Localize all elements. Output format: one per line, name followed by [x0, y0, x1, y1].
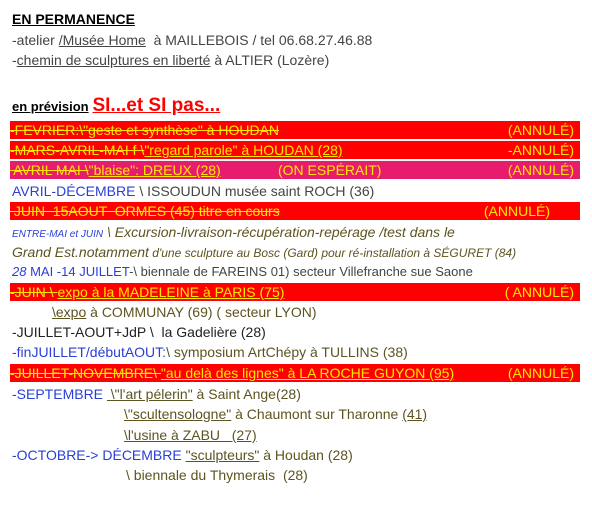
- text: -JUIN \: [10, 284, 58, 300]
- text: \"scultensologne": [124, 406, 232, 422]
- label: en prévision: [12, 99, 89, 114]
- line: Grand Est.notamment d'une sculpture au B…: [12, 243, 516, 262]
- text: à MAILLEBOIS / tel 06.68.27.46.88: [145, 32, 373, 48]
- text: d'une sculpture au Bosc (Gard) pour ré-i…: [148, 246, 517, 260]
- cancelled-row: -FEVRIER:\"geste et synthèse" à HOUDAN (A…: [10, 121, 580, 139]
- text: \ biennale du Thymerais (28): [126, 467, 308, 483]
- line: \"scultensologne" à Chaumont sur Tharonn…: [124, 405, 427, 423]
- text: -FEVRIER:\"geste et synthèse" à HOUDAN: [10, 122, 280, 138]
- line: \l'usine à ZABU (27): [124, 426, 257, 444]
- cancelled-row: -MARS-AVRIL-MAI f \"regard parole" à HOU…: [10, 141, 580, 159]
- text: expo à la MADELEINE à PARIS (75): [57, 284, 285, 300]
- cancelled-row: JUIN 15AOUT ORMES (45) titre en cours (AN…: [10, 202, 580, 220]
- text: -\ biennale de FAREINS 01) secteur Ville…: [129, 264, 473, 279]
- text: (41): [402, 406, 428, 422]
- section-title: EN PERMANENCE: [12, 10, 135, 28]
- line: -JUILLET-AOUT+JdP \ la Gadelière (28): [12, 323, 266, 341]
- text: à Chaumont sur Tharonne: [231, 406, 403, 422]
- text: -OCTOBRE-> DÉCEMBRE: [12, 447, 186, 463]
- text: -MARS-AVRIL-MAI f \: [10, 142, 145, 158]
- text: "au delà des lignes" à LA ROCHE GUYON (9…: [160, 365, 455, 381]
- text: -SEPTEMBRE: [12, 386, 107, 402]
- cancelled-row: -JUIN \ expo à la MADELEINE à PARIS (75)…: [10, 283, 580, 301]
- text: à COMMUNAY (69) ( secteur LYON): [86, 304, 317, 320]
- text: à Saint Ange(28): [192, 386, 301, 402]
- text: MAI -14 JUILLET: [26, 264, 130, 279]
- status: (ANNULÉ): [507, 365, 574, 381]
- text: \l'usine à ZABU (27): [124, 427, 257, 443]
- line: \ biennale du Thymerais (28): [126, 466, 308, 484]
- status: -ANNULÉ): [507, 142, 574, 158]
- text: \ ISSOUDUN musée saint ROCH (36): [135, 183, 375, 199]
- headline: SI...et SI pas...: [92, 95, 221, 116]
- line: AVRIL-DÉCEMBRE \ ISSOUDUN musée saint RO…: [12, 182, 374, 200]
- text: à Houdan (28): [259, 447, 353, 463]
- status: (ANNULÉ): [507, 162, 574, 178]
- text: à ALTIER (Lozère): [210, 52, 330, 68]
- text: -JUILLET-AOUT+JdP \ la Gadelière (28): [12, 324, 266, 340]
- title: EN PERMANENCE: [12, 11, 135, 27]
- text: (ON ESPÉRAIT): [278, 162, 382, 178]
- text: JUIN 15AOUT ORMES (45) titre en cours: [10, 203, 280, 219]
- text: 28: [12, 264, 27, 279]
- text: -finJUILLET/débutAOUT:: [12, 344, 167, 360]
- section-title: en prévision SI...et SI pas...: [12, 95, 220, 118]
- cancelled-row: -JUILLET-NOVEMBRE\ "au delà des lignes" …: [10, 364, 580, 382]
- line: -SEPTEMBRE \"l'art pélerin" à Saint Ange…: [12, 385, 301, 403]
- text: Grand Est.notamment: [12, 244, 149, 260]
- text: "regard parole" à HOUDAN (28): [144, 142, 343, 158]
- text: "sculpteurs": [185, 447, 260, 463]
- text: -JUILLET-NOVEMBRE\: [10, 365, 161, 381]
- text: -atelier: [12, 32, 59, 48]
- line: 28 MAI -14 JUILLET-\ biennale de FAREINS…: [12, 263, 473, 281]
- line: -OCTOBRE-> DÉCEMBRE "sculpteurs" à Houda…: [12, 446, 353, 464]
- text: \ symposium ArtChépy à TULLINS (38): [166, 344, 408, 360]
- line: -atelier /Musée Home à MAILLEBOIS / tel …: [12, 31, 372, 49]
- text: \"l'art pélerin": [106, 386, 193, 402]
- text: \expo: [52, 304, 87, 320]
- text: chemin de sculptures en liberté: [16, 52, 211, 68]
- line: ENTRE-MAI et JUIN \ Excursion-livraison-…: [12, 223, 455, 244]
- text: AVRIL MAI \: [10, 162, 89, 178]
- text: AVRIL-DÉCEMBRE: [12, 183, 136, 199]
- status: (ANNULÉ): [483, 203, 550, 219]
- status: ( ANNULÉ): [504, 284, 574, 300]
- text: -: [12, 52, 17, 68]
- line: -chemin de sculptures en liberté à ALTIE…: [12, 51, 329, 69]
- text: "blaise": DREUX (28): [88, 162, 221, 178]
- text: \ Excursion-livraison-récupération-repér…: [103, 224, 455, 240]
- text: ENTRE-MAI et JUIN: [12, 229, 104, 240]
- status: (ANNULÉ): [507, 122, 574, 138]
- line: -finJUILLET/débutAOUT:\ symposium ArtChé…: [12, 343, 408, 361]
- cancelled-row: AVRIL MAI \"blaise": DREUX (28) (ON ESPÉR…: [10, 161, 580, 179]
- line: \expo à COMMUNAY (69) ( secteur LYON): [52, 303, 317, 321]
- text: /Musée Home: [58, 32, 146, 48]
